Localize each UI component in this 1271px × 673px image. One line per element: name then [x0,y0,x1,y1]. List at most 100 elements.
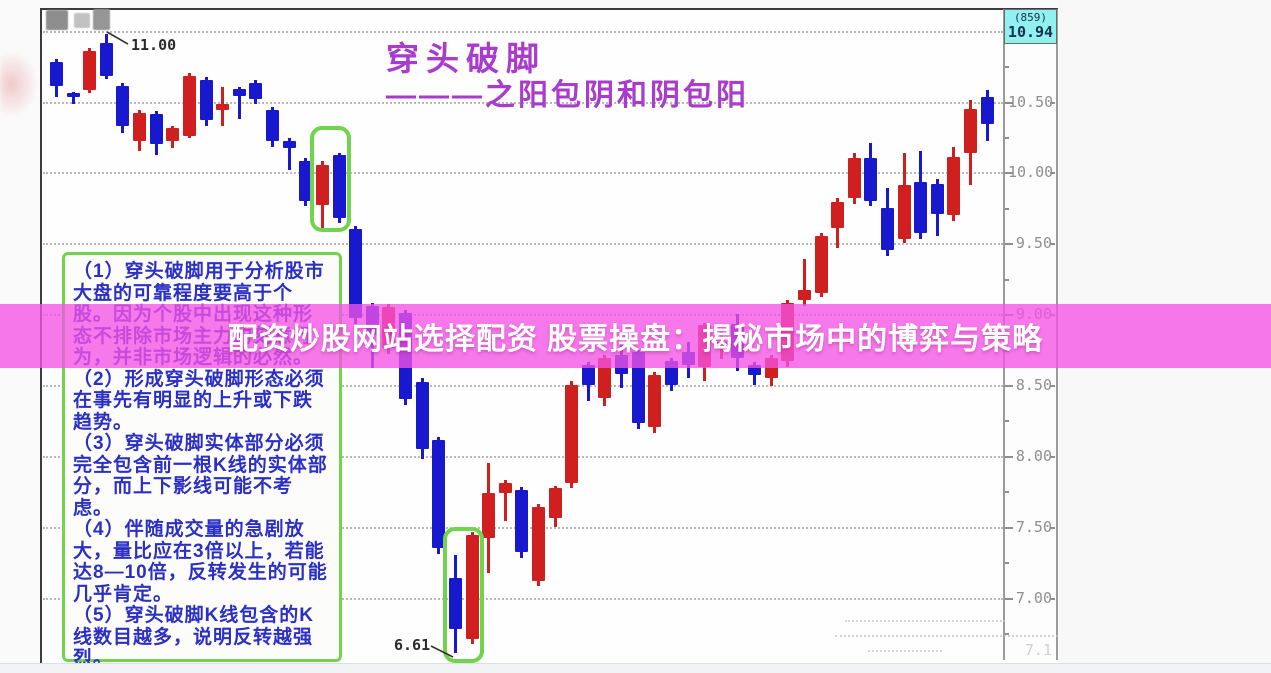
candle-body [798,290,811,300]
axis-tick [1005,136,1009,139]
axis-tick-right [1050,243,1055,245]
watermark-block [46,10,68,30]
axis-tick-right [1050,526,1055,529]
axis-tick [1005,243,1013,245]
candle-body [565,384,578,483]
candle-body [947,156,960,215]
candle-wick [504,479,507,521]
candle-body [200,80,213,120]
candle-body [333,155,346,218]
candle-body [931,183,944,214]
axis-tick [1005,278,1009,281]
chart-title-line1: 穿头破脚 [386,40,546,77]
high-price-label: 11.00 [131,36,177,54]
faded-gridline [835,635,1058,637]
quote-count-label: (859) [1013,11,1048,24]
candle-body [648,375,661,427]
axis-tick [1005,172,1013,174]
candle-body [349,229,362,318]
axis-tick-right [1050,172,1055,174]
candle-body [299,161,312,201]
pink-smudge-artifact [0,50,38,118]
candle-body [914,182,927,233]
pattern-highlight-box [443,526,484,663]
candle-wick [288,138,291,170]
candle-body [116,85,129,126]
axis-price-label: 7.50 [1015,517,1052,536]
axis-price-label: 10.00 [1008,163,1054,181]
bottom-margin [0,663,1271,673]
candle-body [549,488,562,518]
last-price-value: 10.94 [1007,23,1054,41]
note-item-2: （2）形成穿头破脚形态必须在事先有明显的上升或下跌趋势。 [73,368,325,433]
gridline-9.50 [43,243,1003,245]
candle-body [515,489,528,552]
faded-gridline [868,650,942,652]
candle-body [83,50,96,90]
last-price-box: (859) 10.94 [1004,9,1057,44]
ad-banner-overlay[interactable]: 配资炒股网站选择配资 股票操盘：揭秘市场中的博弈与策略 [0,304,1271,368]
candle-body [166,128,179,141]
candle-body [881,207,894,250]
candle-body [50,61,63,86]
candle-wick [238,87,241,119]
axis-tick-right [1050,455,1055,458]
candle-body [532,506,545,581]
axis-tick [1005,526,1013,529]
candle-body [981,97,994,124]
axis-tick [1005,420,1009,422]
axis-tick [1005,384,1013,387]
low-price-label: 6.61 [394,636,431,654]
top-margin [0,0,1271,8]
candle-body [266,110,279,141]
candle-body [582,365,595,385]
candle-body [133,112,146,141]
candle-wick [72,91,75,104]
candle-body [632,352,645,423]
axis-price-label-faint: 7.1 [1024,641,1052,659]
axis-tick [1005,632,1009,635]
gridline-8.50 [43,384,1003,387]
axis-tick [1005,101,1013,104]
axis-tick [1005,207,1009,210]
chart-title-line2: ———之阳包阴和阴包阳 [386,79,749,112]
candle-body [100,43,113,76]
note-item-4: （4）伴随成交量的急剧放大，量比应在3倍以上，若能达8—10倍，反转发生的可能几… [73,519,328,605]
candle-wick [803,258,806,306]
axis-price-label: 7.00 [1015,588,1052,607]
watermark-block [93,9,110,30]
candle-body [150,114,163,144]
axis-price-label: 8.00 [1015,446,1052,465]
candle-body [283,141,296,148]
candle-body [831,202,844,228]
chart-title: 穿头破脚 ———之阳包阴和阴包阳 [386,40,749,114]
candle-body [482,492,495,538]
candle-body [249,83,262,99]
gridline-7.00 [43,597,1003,600]
axis-price-label: 8.50 [1015,375,1052,394]
candle-body [416,382,429,449]
candle-body [233,88,246,96]
axis-tick-right [1050,597,1055,600]
gridline-11.00 [43,30,1003,33]
candle-body [216,104,229,110]
candle-body [67,93,80,97]
candle-body [864,158,877,201]
note-item-5: （5）穿头破脚K线包含的K线数目越多，说明反转越强烈。 [73,605,315,669]
candle-body [466,535,479,639]
axis-tick-right [1050,101,1055,104]
axis-tick-right [1050,384,1055,387]
candle-body [815,236,828,293]
candle-body [748,365,761,375]
axis-tick [1005,491,1009,493]
faded-gridline [845,620,1005,622]
axis-price-label: 9.50 [1015,234,1052,252]
candle-body [432,440,445,548]
gridline-10.00 [43,172,1003,174]
chart-border-top [40,8,1058,10]
note-item-3: （3）穿头破脚实体部分必须完全包含前一根K线的实体部分，而上下影线可能不考虑。 [73,433,328,519]
gridline-10.50 [43,101,1003,104]
pattern-highlight-box [310,125,351,232]
axis-tick [1005,66,1009,68]
